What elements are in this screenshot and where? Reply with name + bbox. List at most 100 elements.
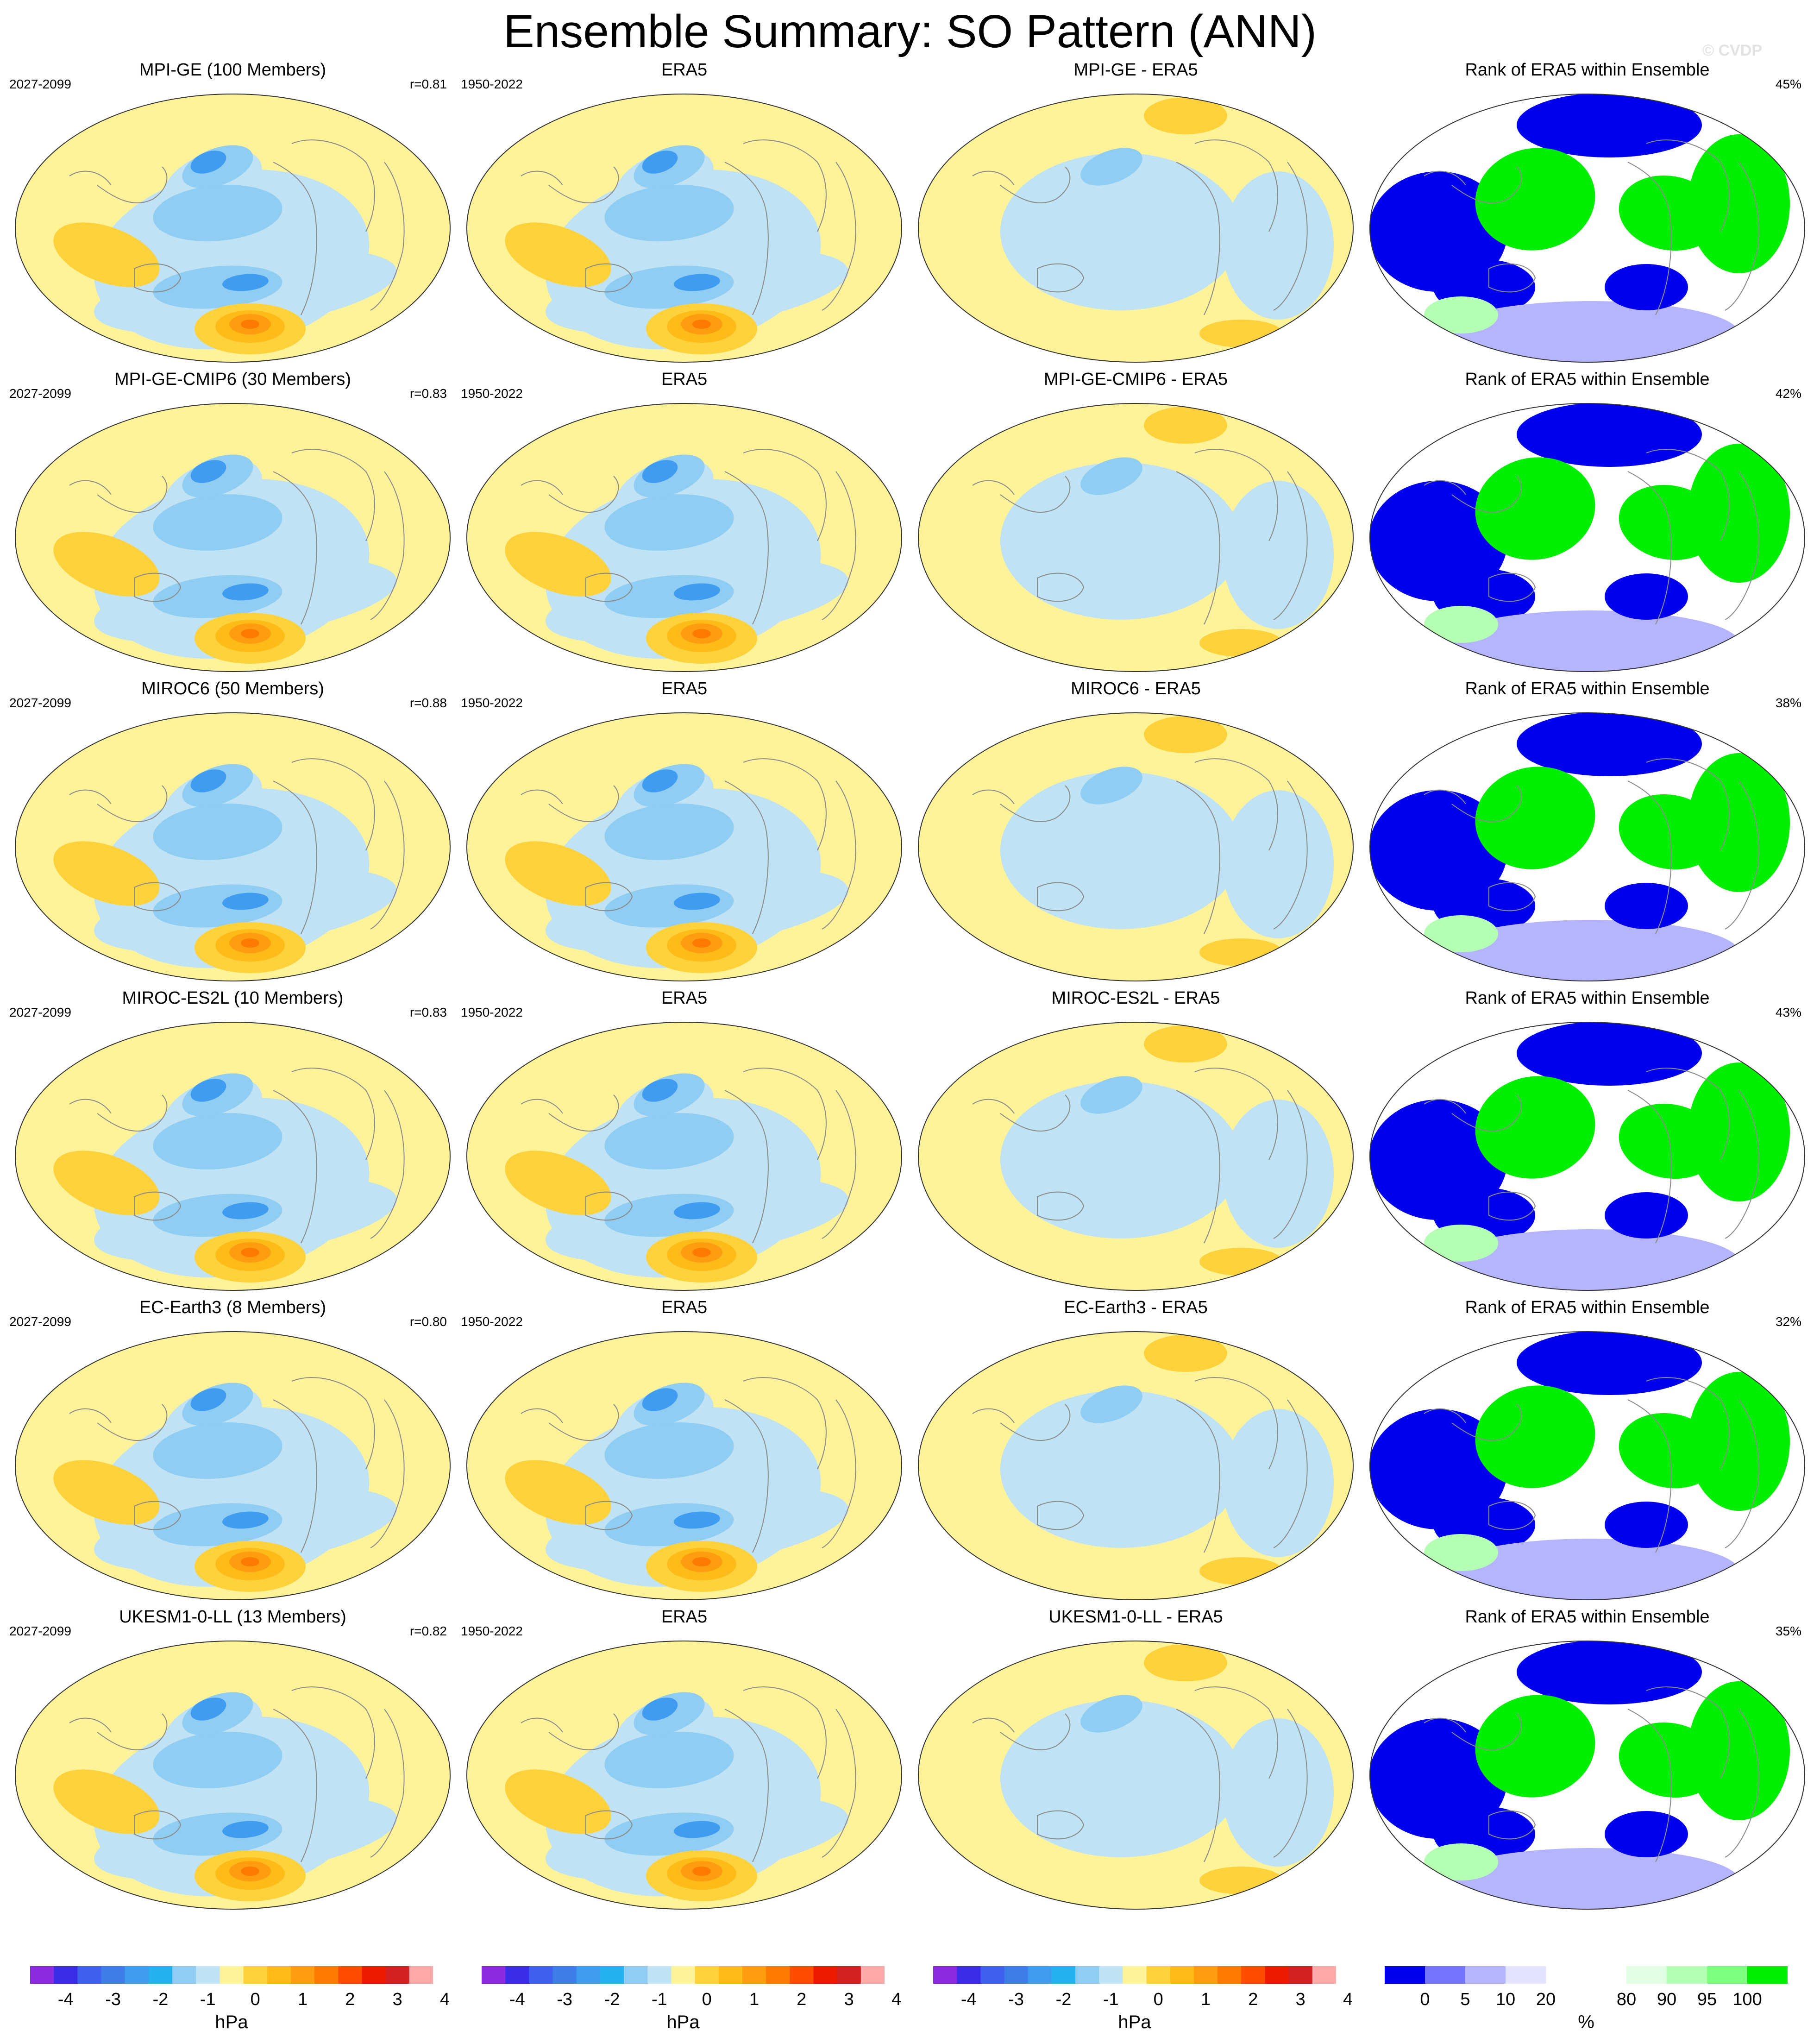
colorbar-swatch (314, 1966, 339, 1984)
colorbar-tick-label: 80 (1616, 1990, 1637, 2009)
coastline (1194, 1377, 1278, 1470)
colorbar-tick-label: 95 (1697, 1990, 1717, 2009)
obs-panel-title: ERA5 (661, 370, 708, 389)
coastline (1451, 476, 1522, 513)
model-period-label: 2027-2099 (9, 77, 71, 91)
coastline (1000, 166, 1071, 203)
field-negative (1000, 772, 1241, 929)
rank-region-high (1688, 134, 1790, 273)
coastline (370, 162, 405, 311)
field-negative (153, 184, 282, 242)
rank-region-low (1443, 1539, 1739, 1600)
pattern-correlation-label: r=0.88 (409, 696, 447, 710)
coastline (972, 1717, 1015, 1733)
colorbar-swatch (1667, 1966, 1707, 1984)
field-negative (1080, 457, 1142, 495)
coastline (521, 1408, 563, 1423)
coastline (97, 1713, 168, 1750)
colorbar-swatch (101, 1966, 126, 1984)
coastline (724, 1399, 769, 1553)
coastline (1488, 1501, 1536, 1530)
colorbar-swatch (243, 1966, 268, 1984)
coastline (822, 471, 856, 620)
rank-panel-title: Rank of ERA5 within Ensemble (1465, 60, 1710, 80)
coastline (1037, 882, 1085, 912)
coastline (1725, 471, 1759, 620)
field-negative (674, 1511, 720, 1529)
coastline (1488, 882, 1536, 912)
rank-panel-title: Rank of ERA5 within Ensemble (1465, 1607, 1710, 1627)
field-negative (1080, 148, 1142, 186)
map-border (918, 1641, 1354, 1910)
obs-panel-title: ERA5 (661, 1298, 708, 1317)
obs-map (466, 403, 902, 672)
pattern-correlation-label: r=0.83 (409, 386, 447, 401)
map-border (466, 94, 902, 363)
coastline (1176, 780, 1220, 934)
colorbar-swatch (77, 1966, 102, 1984)
coastline (585, 1810, 633, 1840)
coastline (370, 1399, 405, 1548)
colorbar-tick-label: -2 (152, 1990, 169, 2009)
coastline (1488, 1191, 1536, 1221)
field-negative (190, 1079, 226, 1102)
colorbar-tick-label: 2 (1248, 1990, 1258, 2009)
field-positive (1144, 407, 1227, 444)
rank-panel-title: Rank of ERA5 within Ensemble (1465, 679, 1710, 698)
rank-region-high (1424, 915, 1498, 952)
rank-percent-label: 35% (1775, 1624, 1801, 1638)
colorbar-swatch (1123, 1966, 1147, 1984)
rank-panel-title: Rank of ERA5 within Ensemble (1465, 370, 1710, 389)
map-border (1369, 1331, 1805, 1600)
colorbar-unit-label: hPa (666, 2012, 700, 2032)
rank-region-low (1517, 1641, 1702, 1704)
rank-region-high (1475, 1076, 1595, 1179)
coastline (1627, 1090, 1672, 1244)
hpa-colorbar (482, 1966, 885, 1984)
field-negative (153, 494, 282, 551)
diff-panel-title: UKESM1-0-LL - ERA5 (1048, 1607, 1223, 1627)
field-negative (604, 1422, 734, 1479)
rank-region-high (1475, 1695, 1595, 1798)
coastline (1176, 1709, 1220, 1862)
rank-map (1369, 403, 1805, 672)
coastline (1176, 471, 1220, 625)
rank-region-high (1424, 1843, 1498, 1880)
coastline (1424, 170, 1466, 186)
coastline (1273, 471, 1308, 620)
colorbar-swatch (1051, 1966, 1076, 1984)
coastline (1176, 1399, 1220, 1553)
coastline (273, 1399, 317, 1553)
colorbar-swatch (1146, 1966, 1171, 1984)
coastline (291, 139, 375, 232)
rank-region-high (1688, 1063, 1790, 1201)
field-positive (505, 1151, 611, 1215)
field-negative (190, 769, 226, 792)
colorbar-swatch (338, 1966, 362, 1984)
field-positive (53, 841, 160, 906)
rank-map (1369, 1641, 1805, 1910)
field-positive (53, 1460, 160, 1525)
coastline (724, 471, 769, 625)
field-negative (222, 893, 269, 910)
colorbar-tick-label: 1 (297, 1990, 308, 2009)
colorbar-swatch (813, 1966, 838, 1984)
map-border (918, 1022, 1354, 1291)
rank-region-low (1517, 1332, 1702, 1395)
colorbar-swatch (1004, 1966, 1029, 1984)
coastline (724, 1709, 769, 1862)
colorbar-swatch (624, 1966, 648, 1984)
coastline (585, 572, 633, 602)
obs-period-label: 1950-2022 (461, 1624, 523, 1638)
colorbar-tick-label: 3 (844, 1990, 854, 2009)
map-border (15, 1022, 451, 1291)
coastline (1037, 1191, 1085, 1221)
diff-panel-title: EC-Earth3 - ERA5 (1064, 1298, 1208, 1317)
field-negative (222, 1202, 269, 1220)
field-negative (604, 1113, 734, 1170)
coastline (69, 789, 112, 805)
field-positive (241, 938, 259, 948)
field-positive (505, 222, 611, 287)
pattern-correlation-label: r=0.82 (409, 1624, 447, 1638)
colorbar-swatch (1170, 1966, 1194, 1984)
